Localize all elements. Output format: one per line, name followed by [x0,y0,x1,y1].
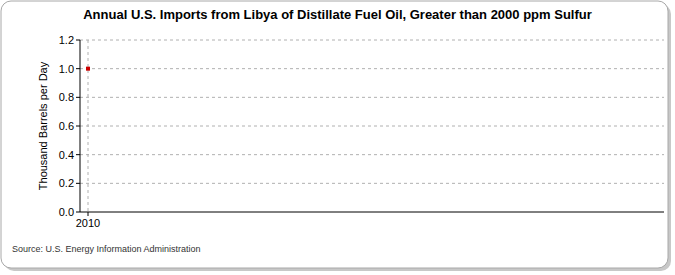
y-tick-label: 0.4 [59,149,74,161]
grid-line [80,40,664,41]
y-tick-label: 1.0 [59,63,74,75]
x-tick [88,212,89,216]
frame [1,1,668,268]
y-tick [76,183,80,184]
chart: Annual U.S. Imports from Libya of Distil… [0,0,675,275]
y-tick [76,212,80,213]
y-axis-label: Thousand Barrels per Day [37,61,49,190]
y-axis [80,40,81,212]
y-tick-label: 0.6 [59,120,74,132]
y-tick [76,97,80,98]
y-tick-label: 0.2 [59,177,74,189]
grid-line [88,40,89,212]
y-tick [76,154,80,155]
y-tick-label: 0.8 [59,91,74,103]
data-point [86,67,90,71]
y-tick [76,68,80,69]
title: Annual U.S. Imports from Libya of Distil… [83,7,592,22]
source: Source: U.S. Energy Information Administ… [12,244,201,254]
grid-line [80,97,664,98]
grid-line [80,183,664,184]
y-tick [76,126,80,127]
x-axis [80,212,664,213]
x-tick-label: 2010 [76,217,100,229]
grid-line [80,154,664,155]
y-tick-label: 1.2 [59,34,74,46]
grid-line [80,126,664,127]
plot-area [86,67,90,71]
y-tick-label: 0.0 [59,206,74,218]
y-tick [76,40,80,41]
grid-line [80,68,664,69]
